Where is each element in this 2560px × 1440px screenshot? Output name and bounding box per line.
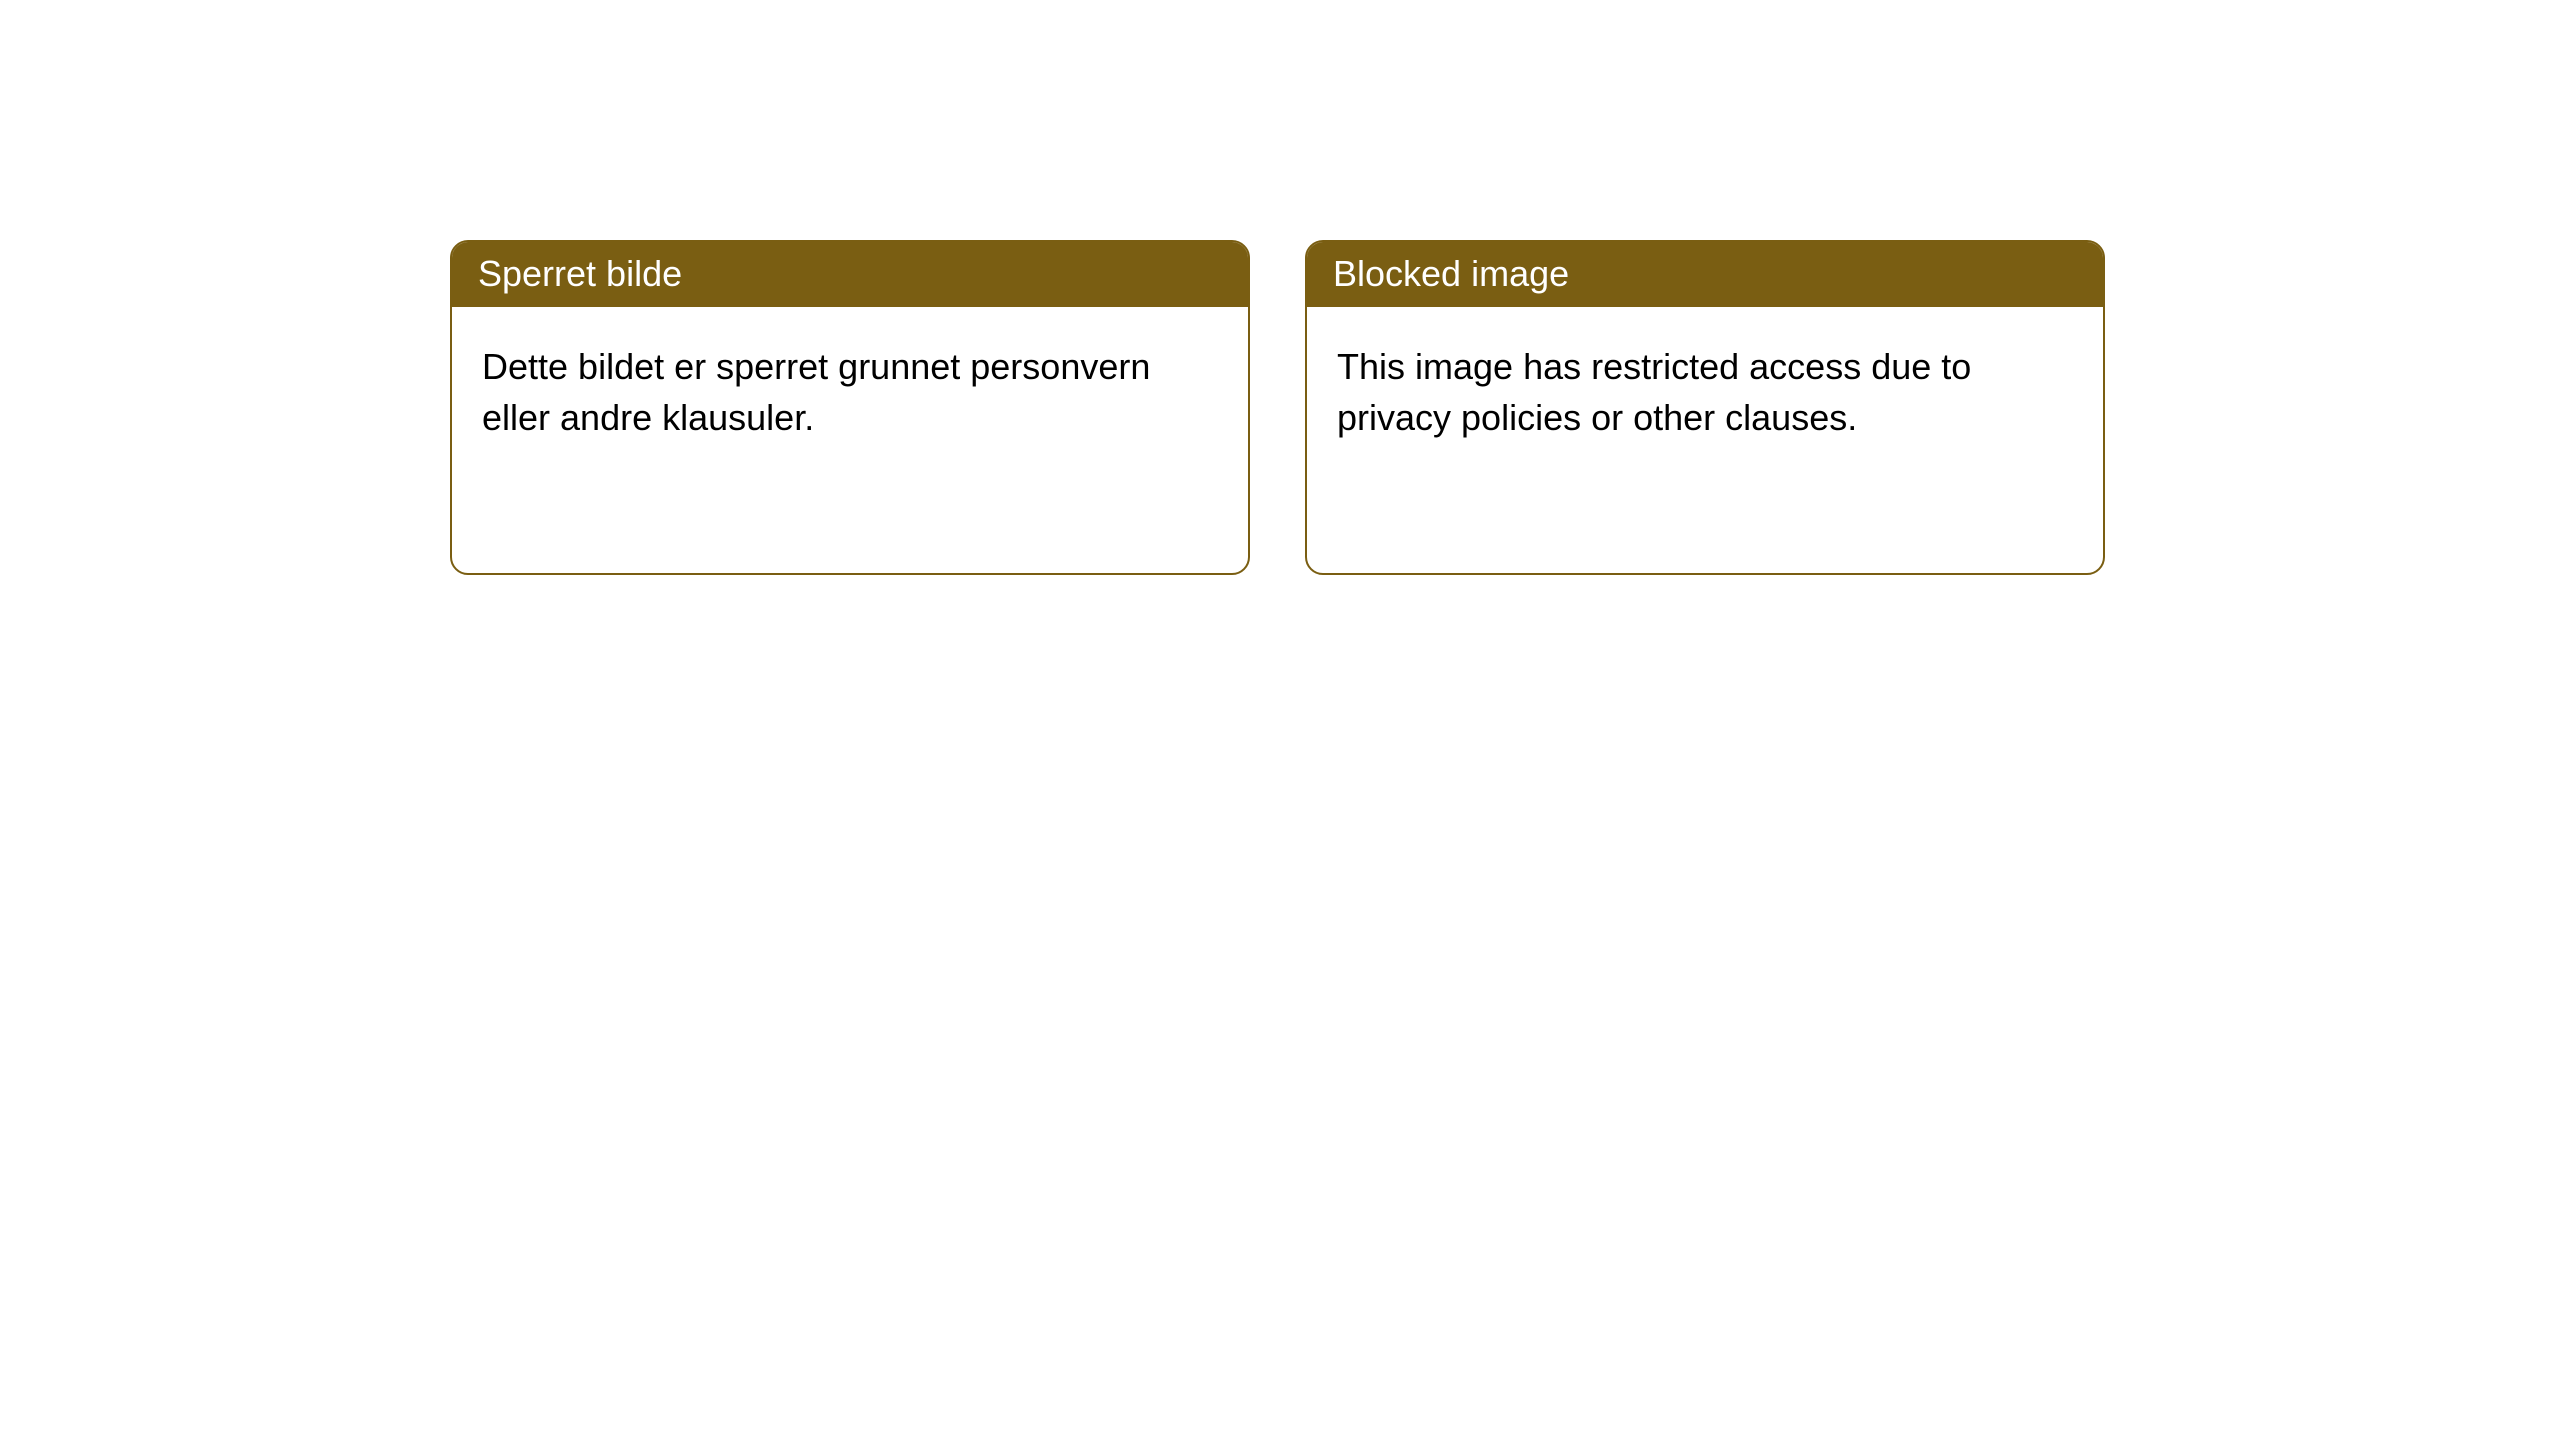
notice-card-norwegian: Sperret bilde Dette bildet er sperret gr… bbox=[450, 240, 1250, 575]
notice-card-english: Blocked image This image has restricted … bbox=[1305, 240, 2105, 575]
notice-body: Dette bildet er sperret grunnet personve… bbox=[452, 307, 1248, 477]
notice-container: Sperret bilde Dette bildet er sperret gr… bbox=[0, 0, 2560, 575]
notice-body: This image has restricted access due to … bbox=[1307, 307, 2103, 477]
notice-header: Sperret bilde bbox=[452, 242, 1248, 307]
notice-header: Blocked image bbox=[1307, 242, 2103, 307]
